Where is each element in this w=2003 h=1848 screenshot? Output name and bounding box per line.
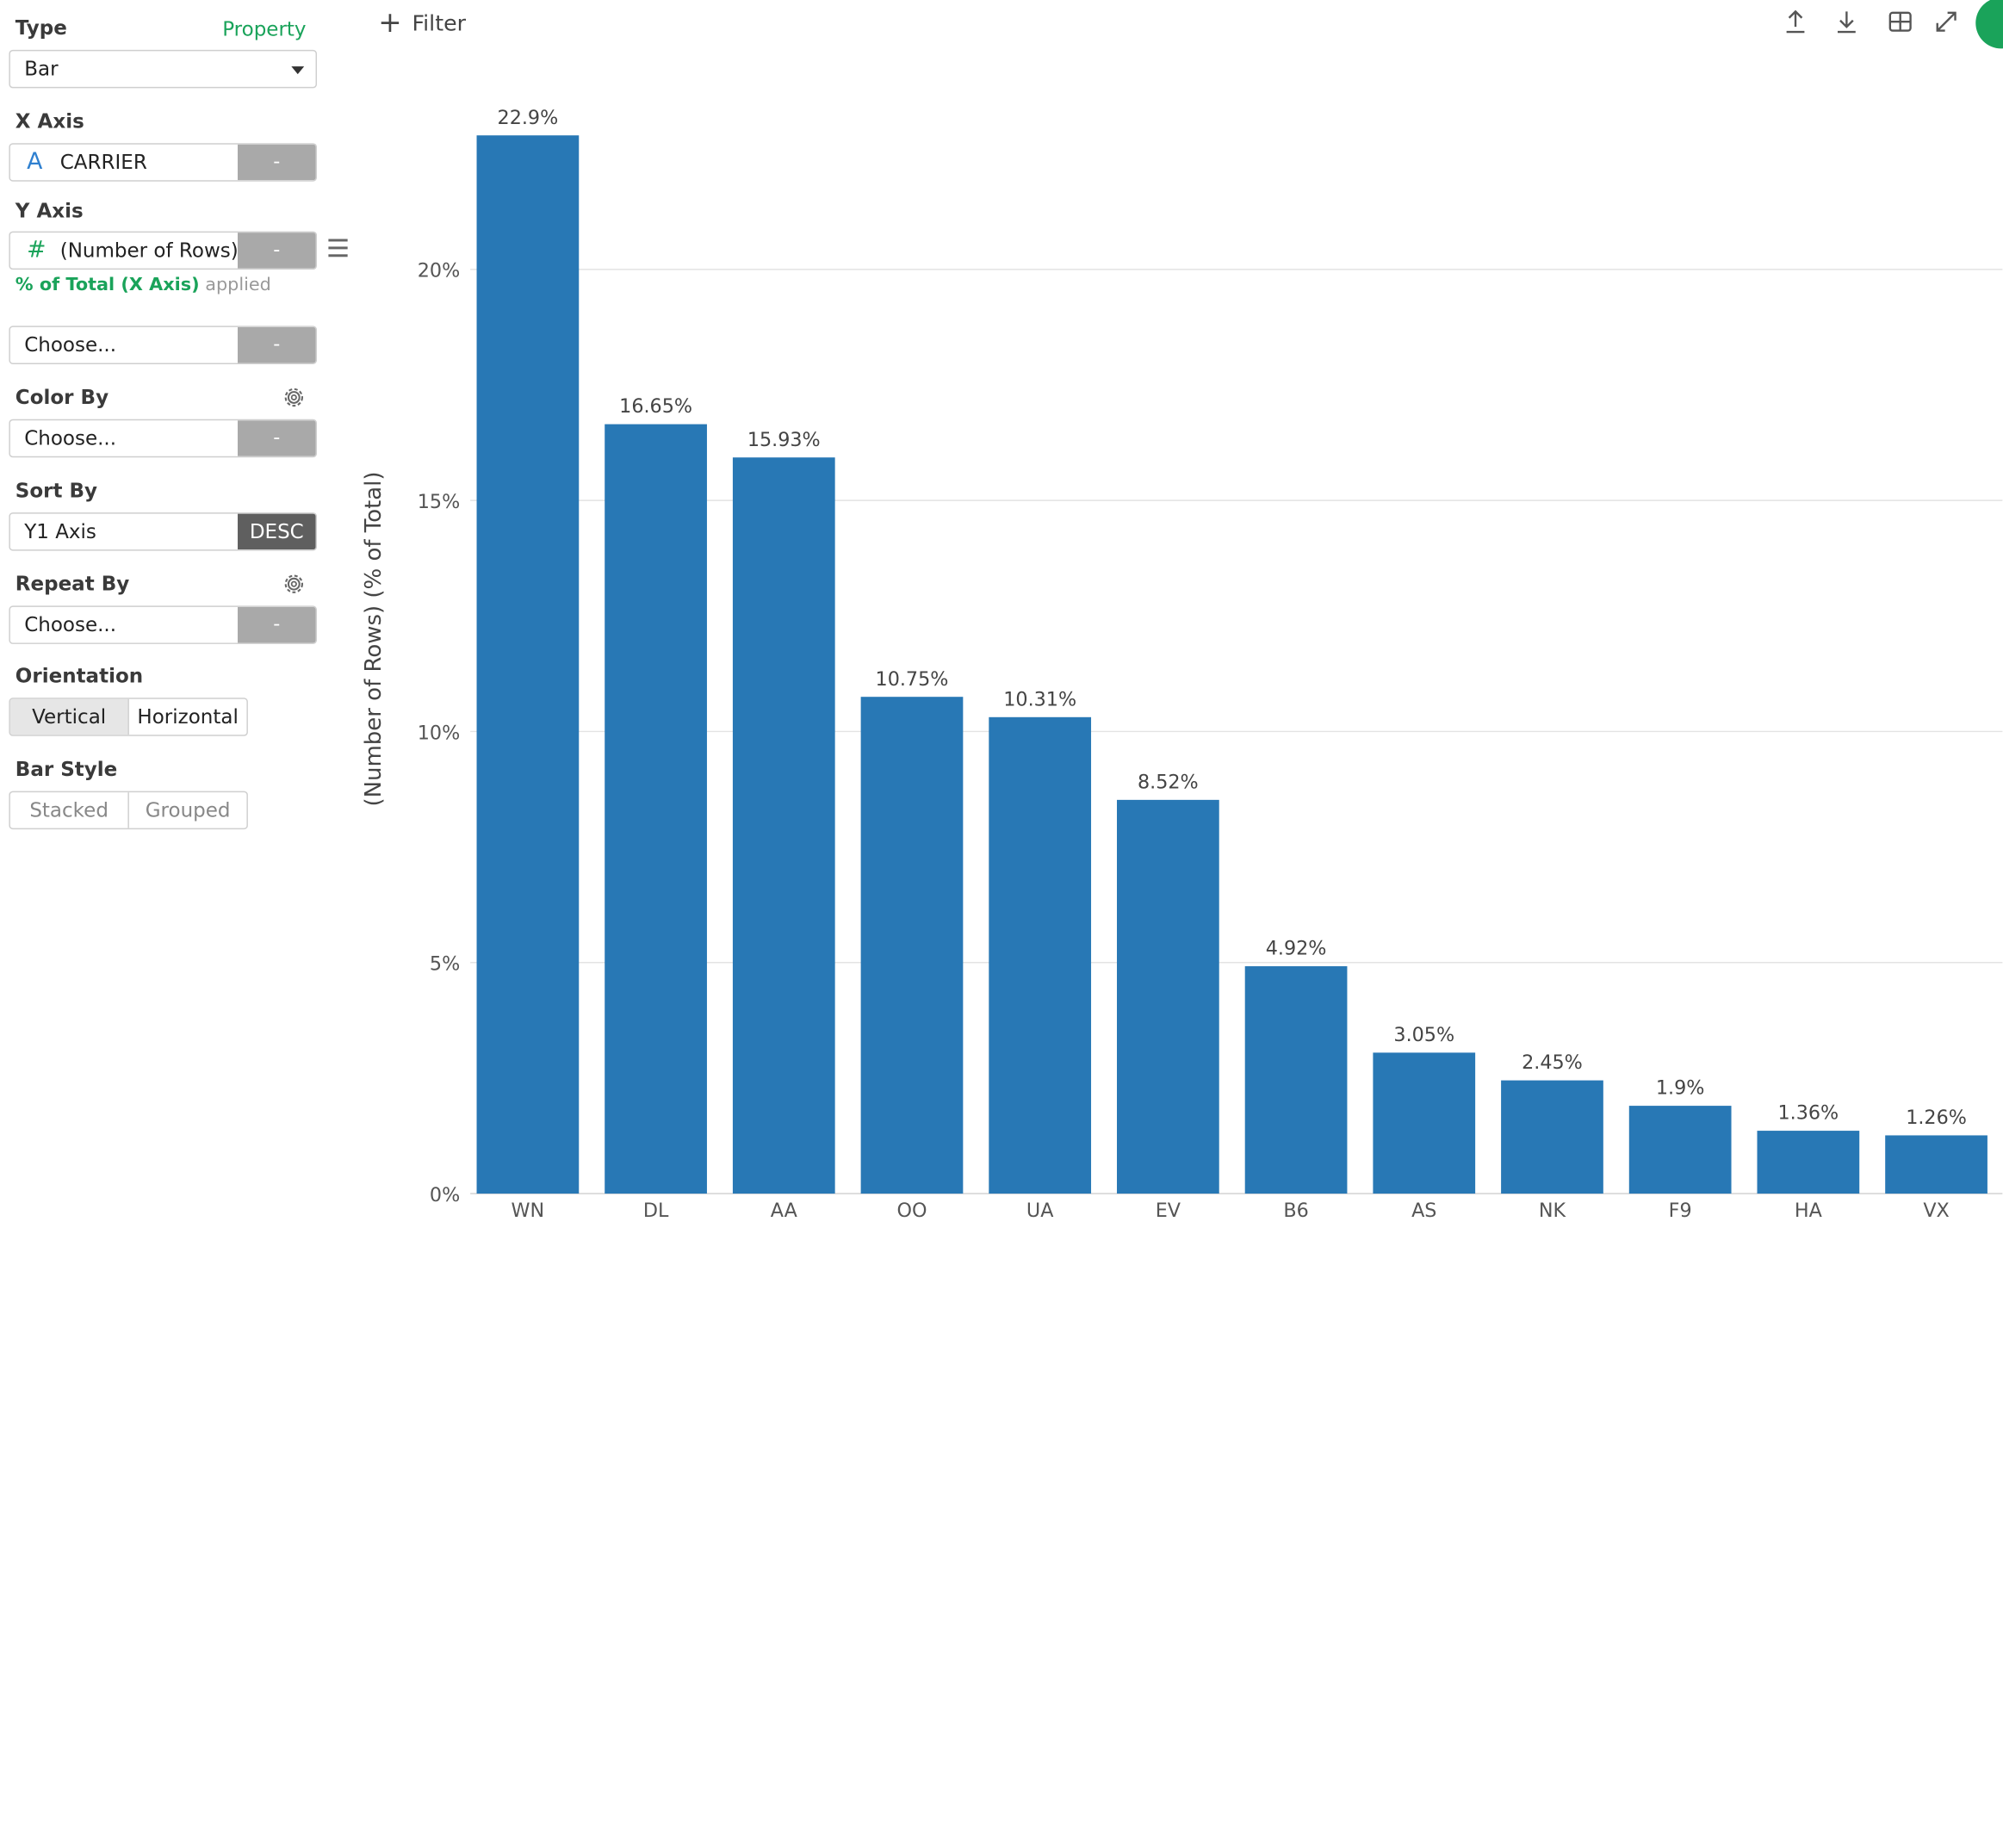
x-axis-field[interactable]: A CARRIER -	[9, 143, 318, 182]
type-label: Type	[15, 16, 67, 40]
bar	[1244, 966, 1348, 1194]
y-tick-label: 10%	[418, 722, 460, 744]
x-tick-label: WN	[512, 1200, 545, 1222]
sort-by-field[interactable]: Y1 Axis DESC	[9, 512, 318, 551]
y2-axis-remove-button[interactable]: -	[238, 326, 316, 363]
gear-icon[interactable]	[281, 385, 307, 411]
bar	[1373, 1052, 1476, 1194]
data-label: 10.31%	[1003, 688, 1076, 710]
data-label: 1.26%	[1906, 1107, 1967, 1129]
chart-type-value: Bar	[24, 57, 59, 81]
sort-by-value: Y1 Axis	[24, 519, 96, 543]
x-tick-label: HA	[1795, 1200, 1823, 1222]
data-label: 1.36%	[1778, 1102, 1839, 1125]
repeat-by-value: Choose...	[24, 613, 117, 637]
orientation-horizontal-button[interactable]: Horizontal	[127, 698, 246, 735]
y-tick-label: 0%	[430, 1184, 460, 1206]
color-by-remove-button[interactable]: -	[238, 420, 316, 456]
download-icon[interactable]	[1832, 8, 1861, 36]
x-tick-label: F9	[1669, 1200, 1692, 1222]
y-tick-label: 20%	[418, 260, 460, 282]
y-tick-label: 15%	[418, 491, 460, 513]
chart-property-panel: Type Property Bar X Axis A CARRIER - Y A…	[0, 0, 358, 1246]
x-tick-label: VX	[1923, 1200, 1949, 1222]
y-axis-value: (Number of Rows)	[59, 239, 239, 263]
y-axis-label: Y Axis	[15, 199, 84, 223]
sort-by-label: Sort By	[15, 479, 98, 503]
data-label: 16.65%	[619, 395, 692, 418]
repeat-by-field[interactable]: Choose... -	[9, 605, 318, 644]
y2-axis-value: Choose...	[24, 333, 117, 357]
percent-of-total-text[interactable]: % of Total (X Axis)	[15, 275, 200, 295]
gear-icon[interactable]	[281, 571, 307, 597]
applied-text: applied	[205, 275, 271, 295]
bar	[732, 457, 835, 1194]
x-tick-label: UA	[1026, 1200, 1054, 1222]
data-label: 10.75%	[876, 668, 949, 691]
x-tick-label: AS	[1411, 1200, 1436, 1222]
expand-icon[interactable]	[1932, 8, 1961, 36]
bar	[1885, 1135, 1987, 1194]
bar	[1117, 799, 1219, 1194]
x-tick-label: DL	[643, 1200, 669, 1222]
color-by-label: Color By	[15, 386, 109, 409]
orientation-vertical-button[interactable]: Vertical	[9, 698, 128, 735]
data-label: 1.9%	[1656, 1077, 1705, 1100]
repeat-by-remove-button[interactable]: -	[238, 606, 316, 643]
y-tick-label: 5%	[430, 953, 460, 976]
table-view-icon[interactable]	[1886, 8, 1914, 36]
bar	[1628, 1106, 1732, 1194]
filter-label: Filter	[412, 11, 466, 38]
y2-axis-field[interactable]: Choose... -	[9, 326, 318, 364]
menu-icon[interactable]	[328, 239, 348, 257]
color-by-field[interactable]: Choose... -	[9, 419, 318, 458]
x-axis-remove-button[interactable]: -	[238, 144, 316, 181]
x-tick-label: EV	[1156, 1200, 1181, 1222]
sort-order-button[interactable]: DESC	[238, 513, 316, 550]
data-label: 8.52%	[1138, 772, 1199, 794]
bar	[860, 697, 964, 1194]
string-type-icon: A	[27, 148, 43, 176]
data-label: 4.92%	[1266, 938, 1327, 960]
property-link[interactable]: Property	[222, 17, 307, 41]
orientation-label: Orientation	[15, 664, 144, 688]
data-label: 22.9%	[498, 107, 559, 129]
caret-down-icon	[291, 66, 305, 75]
orientation-toggle: Vertical Horizontal	[9, 698, 248, 736]
repeat-by-label: Repeat By	[15, 572, 130, 596]
y-axis-remove-button[interactable]: -	[238, 233, 316, 269]
upload-icon[interactable]	[1782, 8, 1810, 36]
bar	[1757, 1131, 1860, 1194]
y-axis-field[interactable]: # (Number of Rows) -	[9, 231, 318, 270]
bar	[476, 135, 580, 1194]
data-label: 15.93%	[747, 429, 821, 451]
x-axis-label: X Axis	[15, 109, 84, 133]
bar-style-label: Bar Style	[15, 758, 118, 781]
bar-style-toggle: Stacked Grouped	[9, 791, 248, 830]
x-tick-label: OO	[896, 1200, 927, 1222]
y-axis-calculation-note: % of Total (X Axis) applied	[16, 275, 271, 295]
add-filter-button[interactable]: + Filter	[378, 6, 466, 40]
x-tick-label: AA	[771, 1200, 798, 1222]
plus-icon: +	[378, 7, 402, 40]
bar	[605, 424, 707, 1194]
color-by-value: Choose...	[24, 426, 117, 450]
bar	[989, 716, 1092, 1194]
bar-chart: 0% 5% 10% 15% 20% 22.9% WN 16.65% DL 15.93% AA 10.7…	[418, 107, 2003, 1222]
bar-style-stacked-button[interactable]: Stacked	[29, 798, 109, 822]
x-tick-label: NK	[1539, 1200, 1567, 1222]
number-type-icon: #	[27, 236, 47, 264]
bar-style-grouped-button[interactable]: Grouped	[127, 792, 246, 828]
chart-type-select[interactable]: Bar	[9, 49, 318, 89]
data-label: 3.05%	[1393, 1024, 1454, 1046]
x-tick-label: B6	[1283, 1200, 1308, 1222]
data-label: 2.45%	[1522, 1051, 1583, 1074]
x-axis-value: CARRIER	[59, 151, 147, 174]
bar	[1501, 1080, 1603, 1194]
